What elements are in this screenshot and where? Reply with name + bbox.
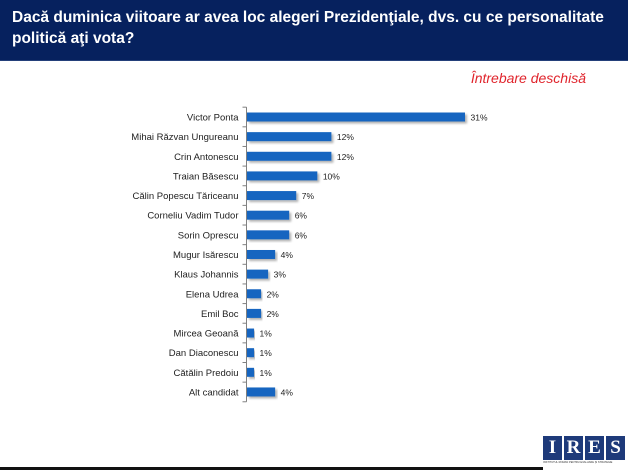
ires-logo: I R E S INSTITUTUL ROMÂN PENTRU EVALUARE… (543, 436, 625, 466)
category-label: Emil Boc (201, 309, 239, 320)
category-label: Klaus Johannis (174, 270, 239, 281)
bar (247, 210, 290, 220)
category-label: Călin Popescu Tăriceanu (133, 191, 239, 202)
bar (247, 387, 276, 397)
category-label: Mihai Răzvan Ungureanu (131, 132, 238, 143)
logo-letter: E (585, 436, 604, 460)
chart-subtitle: Întrebare deschisă (470, 70, 586, 86)
bar (247, 249, 276, 259)
logo-letter: S (606, 436, 625, 460)
value-label: 7% (302, 191, 315, 201)
bar (247, 367, 255, 377)
value-label: 3% (274, 270, 287, 280)
value-label: 4% (281, 250, 294, 260)
category-label: Corneliu Vadim Tudor (147, 211, 238, 222)
category-label: Mugur Isărescu (173, 250, 238, 261)
value-label: 1% (260, 329, 273, 339)
value-label: 6% (295, 211, 308, 221)
value-label: 12% (337, 132, 354, 142)
logo-letter: R (564, 436, 583, 460)
bar (247, 269, 269, 279)
bar (247, 132, 332, 142)
category-label: Victor Ponta (187, 113, 239, 124)
category-label: Crin Antonescu (174, 152, 238, 163)
value-label: 31% (471, 113, 488, 123)
value-label: 12% (337, 152, 354, 162)
bar (247, 308, 262, 318)
category-label: Dan Diaconescu (169, 348, 239, 359)
header-banner: Dacă duminica viitoare ar avea loc alege… (0, 0, 628, 61)
bar (247, 230, 290, 240)
category-label: Alt candidat (189, 387, 239, 398)
value-label: 1% (260, 348, 273, 358)
value-label: 2% (267, 289, 280, 299)
bar (247, 191, 297, 201)
category-label: Mircea Geoană (174, 329, 240, 340)
chart-title: Dacă duminica viitoare ar avea loc alege… (12, 9, 604, 47)
value-label: 6% (295, 230, 308, 240)
value-label: 10% (323, 171, 340, 181)
bar (247, 348, 255, 358)
value-label: 1% (260, 368, 273, 378)
category-label: Traian Băsescu (173, 171, 239, 182)
bar (247, 289, 262, 299)
category-label: Cătălin Predoiu (174, 368, 239, 379)
logo-tagline: INSTITUTUL ROMÂN PENTRU EVALUARE ŞI STRA… (543, 461, 613, 464)
category-label: Elena Udrea (186, 289, 240, 300)
footer-divider (0, 467, 543, 470)
value-label: 2% (267, 309, 280, 319)
bar (247, 151, 332, 161)
bar (247, 328, 255, 338)
bar (247, 112, 465, 122)
category-label: Sorin Oprescu (178, 230, 239, 241)
value-label: 4% (281, 387, 294, 397)
bar (247, 171, 318, 181)
logo-letter: I (543, 436, 562, 460)
